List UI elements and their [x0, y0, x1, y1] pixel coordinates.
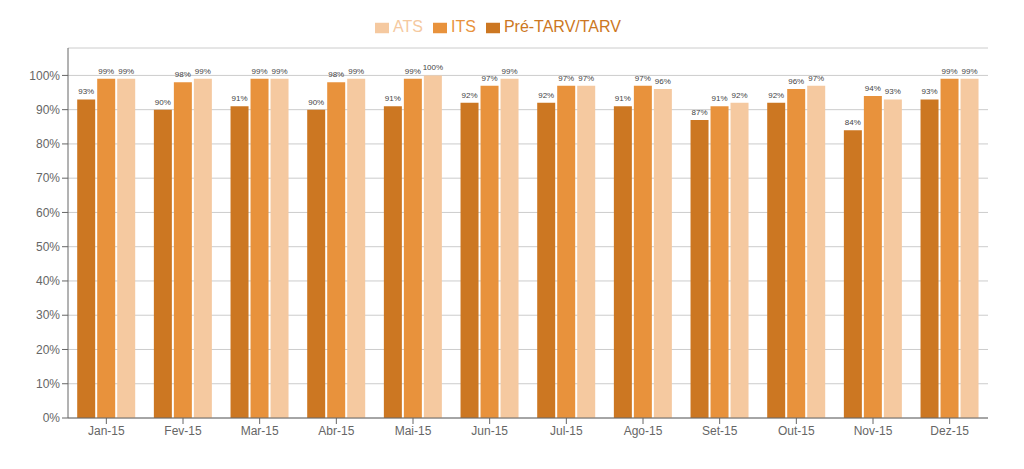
svg-text:97%: 97% [578, 74, 594, 83]
svg-text:97%: 97% [558, 74, 574, 83]
svg-text:91%: 91% [615, 94, 631, 103]
svg-text:99%: 99% [195, 67, 211, 76]
svg-text:87%: 87% [692, 108, 708, 117]
svg-text:99%: 99% [942, 67, 958, 76]
svg-text:90%: 90% [36, 103, 60, 117]
svg-text:0%: 0% [43, 411, 61, 425]
svg-text:96%: 96% [788, 77, 804, 86]
svg-text:99%: 99% [348, 67, 364, 76]
svg-text:10%: 10% [36, 377, 60, 391]
svg-text:20%: 20% [36, 343, 60, 357]
svg-text:92%: 92% [538, 91, 554, 100]
svg-text:99%: 99% [962, 67, 978, 76]
svg-text:50%: 50% [36, 240, 60, 254]
svg-text:91%: 91% [232, 94, 248, 103]
svg-text:99%: 99% [405, 67, 421, 76]
svg-text:30%: 30% [36, 308, 60, 322]
svg-text:Jul-15: Jul-15 [550, 424, 583, 438]
svg-text:Mar-15: Mar-15 [241, 424, 279, 438]
svg-text:Mai-15: Mai-15 [395, 424, 432, 438]
svg-text:99%: 99% [252, 67, 268, 76]
svg-text:90%: 90% [308, 98, 324, 107]
svg-text:Set-15: Set-15 [702, 424, 738, 438]
svg-text:100%: 100% [423, 63, 443, 72]
svg-text:96%: 96% [655, 77, 671, 86]
svg-text:Jun-15: Jun-15 [471, 424, 508, 438]
html-text:Pré-TARV/TARV: Pré-TARV/TARV [503, 18, 621, 35]
svg-text:98%: 98% [175, 70, 191, 79]
svg-text:Fev-15: Fev-15 [164, 424, 202, 438]
svg-text:92%: 92% [462, 91, 478, 100]
svg-text:91%: 91% [385, 94, 401, 103]
svg-text:92%: 92% [732, 91, 748, 100]
svg-text:92%: 92% [768, 91, 784, 100]
svg-text:Jan-15: Jan-15 [88, 424, 125, 438]
svg-text:91%: 91% [712, 94, 728, 103]
svg-text:40%: 40% [36, 274, 60, 288]
svg-text:Ago-15: Ago-15 [624, 424, 663, 438]
svg-text:97%: 97% [635, 74, 651, 83]
svg-text:98%: 98% [328, 70, 344, 79]
svg-text:60%: 60% [36, 206, 60, 220]
svg-text:84%: 84% [845, 118, 861, 127]
svg-text:97%: 97% [808, 74, 824, 83]
html-text:ITS: ITS [451, 18, 476, 35]
svg-text:80%: 80% [36, 137, 60, 151]
svg-text:97%: 97% [482, 74, 498, 83]
html-text:ATS: ATS [393, 18, 423, 35]
svg-text:99%: 99% [502, 67, 518, 76]
svg-text:93%: 93% [78, 87, 94, 96]
svg-text:94%: 94% [865, 84, 881, 93]
svg-text:93%: 93% [922, 87, 938, 96]
svg-text:93%: 93% [885, 87, 901, 96]
svg-text:Nov-15: Nov-15 [854, 424, 893, 438]
svg-text:99%: 99% [98, 67, 114, 76]
svg-text:100%: 100% [29, 69, 60, 83]
svg-text:90%: 90% [155, 98, 171, 107]
svg-text:70%: 70% [36, 171, 60, 185]
svg-text:99%: 99% [118, 67, 134, 76]
svg-text:Out-15: Out-15 [778, 424, 815, 438]
svg-text:Dez-15: Dez-15 [930, 424, 969, 438]
svg-text:99%: 99% [272, 67, 288, 76]
svg-text:Abr-15: Abr-15 [318, 424, 354, 438]
